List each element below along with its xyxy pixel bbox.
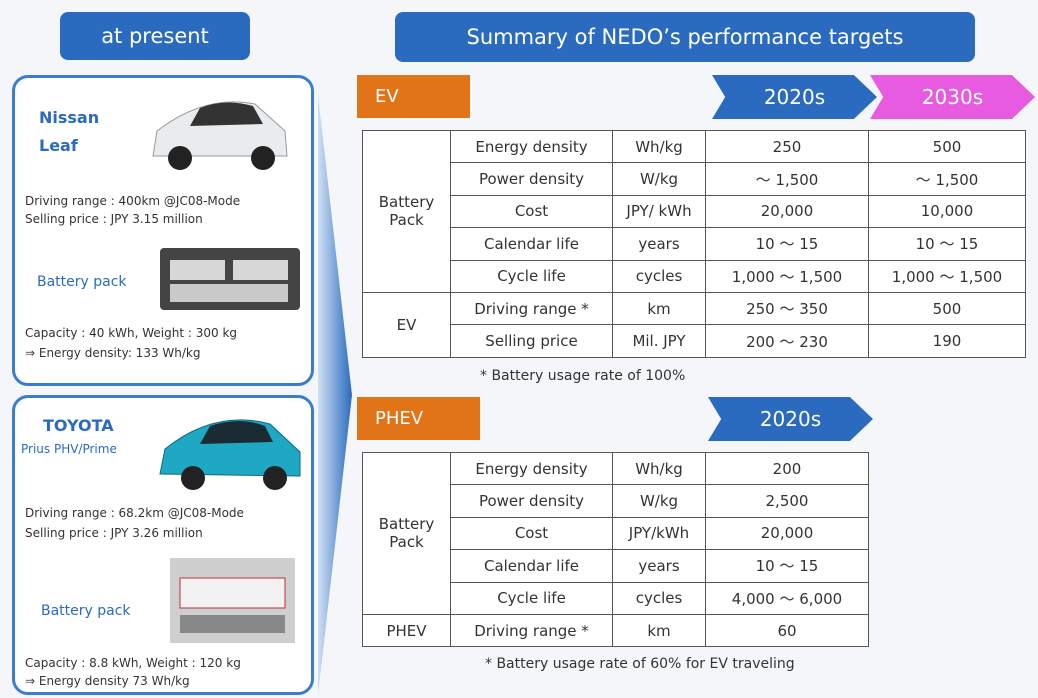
left-header: at present bbox=[60, 12, 250, 60]
target-value: 20,000 bbox=[706, 195, 869, 227]
target-value: 4,000 〜 6,000 bbox=[706, 582, 869, 614]
target-value: 10 〜 15 bbox=[706, 228, 869, 260]
item: Calendar life bbox=[451, 228, 613, 260]
target-value: 250 〜 350 bbox=[706, 292, 869, 324]
target-value: 200 〜 230 bbox=[706, 325, 869, 357]
target-value: 200 bbox=[706, 453, 869, 485]
item: Cost bbox=[451, 195, 613, 227]
car-image bbox=[155, 404, 305, 494]
unit: JPY/kWh bbox=[613, 517, 706, 549]
period: 2020s bbox=[712, 75, 877, 119]
target-value: 500 bbox=[869, 131, 1026, 163]
unit: W/kg bbox=[613, 485, 706, 517]
group-label: PHEV bbox=[363, 614, 451, 646]
group-label: EV bbox=[363, 292, 451, 357]
item: Power density bbox=[451, 163, 613, 195]
target-value: 190 bbox=[869, 325, 1026, 357]
group-label: Battery Pack bbox=[363, 131, 451, 293]
target-value: 1,000 〜 1,500 bbox=[869, 260, 1026, 292]
car-subname: Prius PHV/Prime bbox=[21, 442, 117, 456]
note: * Battery usage rate of 60% for EV trave… bbox=[485, 656, 795, 672]
unit: years bbox=[613, 550, 706, 582]
big-arrow bbox=[316, 95, 356, 695]
target-value: 20,000 bbox=[706, 517, 869, 549]
target-value: 10,000 bbox=[869, 195, 1026, 227]
target-value: 250 bbox=[706, 131, 869, 163]
group-label: Battery Pack bbox=[363, 453, 451, 615]
slide: at present Summary of NEDO’s performance… bbox=[0, 0, 1038, 698]
target-value: 10 〜 15 bbox=[706, 550, 869, 582]
item: Cost bbox=[451, 517, 613, 549]
battery-label: Battery pack bbox=[37, 274, 127, 290]
unit: cycles bbox=[613, 260, 706, 292]
spec: Driving range : 400km @JC08-Mode bbox=[25, 194, 240, 208]
item: Energy density bbox=[451, 131, 613, 163]
target-value: 10 〜 15 bbox=[869, 228, 1026, 260]
item: Cycle life bbox=[451, 582, 613, 614]
note: * Battery usage rate of 100% bbox=[480, 368, 685, 384]
spec: ⇒ Energy density 73 Wh/kg bbox=[25, 674, 190, 688]
spec: Capacity : 40 kWh, Weight : 300 kg bbox=[25, 326, 237, 340]
battery-image bbox=[165, 553, 300, 648]
unit: km bbox=[613, 292, 706, 324]
unit: km bbox=[613, 614, 706, 646]
spec: Driving range : 68.2km @JC08-Mode bbox=[25, 506, 244, 520]
target-value: 〜 1,500 bbox=[869, 163, 1026, 195]
spec: Selling price : JPY 3.26 million bbox=[25, 526, 203, 540]
car-name: TOYOTA bbox=[43, 416, 114, 435]
spec: Selling price : JPY 3.15 million bbox=[25, 212, 203, 226]
car-image bbox=[145, 86, 295, 178]
item: Energy density bbox=[451, 453, 613, 485]
battery-label: Battery pack bbox=[41, 603, 131, 619]
car-name: Nissan Leaf bbox=[39, 104, 119, 160]
target-value: 500 bbox=[869, 292, 1026, 324]
section-label: EV bbox=[357, 75, 470, 118]
section-label: PHEV bbox=[357, 397, 480, 440]
car-box: Nissan Leaf Driving range : 400km @JC08-… bbox=[12, 75, 314, 386]
unit: W/kg bbox=[613, 163, 706, 195]
unit: years bbox=[613, 228, 706, 260]
item: Driving range * bbox=[451, 292, 613, 324]
unit: Wh/kg bbox=[613, 131, 706, 163]
item: Power density bbox=[451, 485, 613, 517]
item: Selling price bbox=[451, 325, 613, 357]
period: 2020s bbox=[708, 397, 873, 441]
spec: Capacity : 8.8 kWh, Weight : 120 kg bbox=[25, 656, 241, 670]
target-value: 2,500 bbox=[706, 485, 869, 517]
target-value: 1,000 〜 1,500 bbox=[706, 260, 869, 292]
spec: ⇒ Energy density: 133 Wh/kg bbox=[25, 346, 200, 360]
item: Cycle life bbox=[451, 260, 613, 292]
item: Driving range * bbox=[451, 614, 613, 646]
period: 2030s bbox=[870, 75, 1035, 119]
target-value: 〜 1,500 bbox=[706, 163, 869, 195]
unit: cycles bbox=[613, 582, 706, 614]
unit: Wh/kg bbox=[613, 453, 706, 485]
unit: JPY/ kWh bbox=[613, 195, 706, 227]
unit: Mil. JPY bbox=[613, 325, 706, 357]
right-header: Summary of NEDO’s performance targets bbox=[395, 12, 975, 62]
car-box: TOYOTA Prius PHV/Prime Driving range : 6… bbox=[12, 395, 314, 695]
target-value: 60 bbox=[706, 614, 869, 646]
item: Calendar life bbox=[451, 550, 613, 582]
battery-image bbox=[155, 238, 305, 318]
